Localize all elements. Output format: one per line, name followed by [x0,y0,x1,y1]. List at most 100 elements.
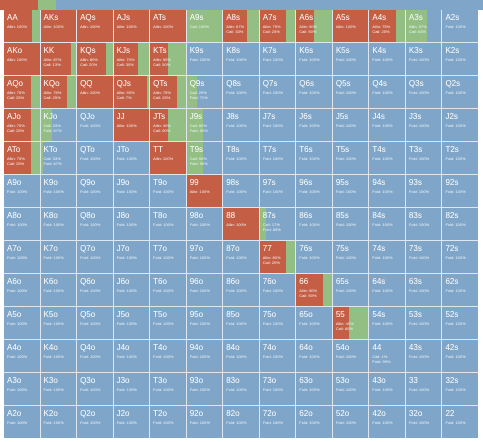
hand-cell-kqs[interactable]: KQs Allin: 80% Call: 20% [77,43,113,75]
hand-cell-j5s[interactable]: J5s Fold: 100% [332,109,369,141]
hand-cell-jts[interactable]: JTs Allin: 40% Call: 60% [150,109,186,141]
hand-cell-98s[interactable]: 98s Fold: 100% [223,175,259,207]
hand-cell-73o[interactable]: 73o Fold: 100% [259,373,296,405]
hand-cell-53s[interactable]: 53s Fold: 100% [405,307,442,339]
hand-cell-74s[interactable]: 74s Fold: 100% [369,241,405,273]
hand-cell-q5o[interactable]: Q5o Fold: 100% [77,307,113,339]
hand-cell-a3o[interactable]: A3o Fold: 100% [4,373,40,405]
hand-cell-83s[interactable]: 83s Fold: 100% [405,208,442,240]
hand-cell-qts[interactable]: QTs Allin: 75% Call: 25% [150,76,186,108]
hand-cell-k4s[interactable]: K4s Fold: 100% [369,43,405,75]
hand-cell-52o[interactable]: 52o Fold: 100% [332,406,369,438]
hand-cell-94o[interactable]: 94o Fold: 100% [186,340,223,372]
hand-cell-87s[interactable]: 87s Call: 17% Fold: 83% [259,208,296,240]
hand-cell-kts[interactable]: KTs Allin: 50% Call: 50% [150,43,186,75]
hand-cell-a4o[interactable]: A4o Fold: 100% [4,340,40,372]
hand-cell-q6s[interactable]: Q6s Fold: 100% [296,76,332,108]
hand-cell-ats[interactable]: ATs Allin: 100% [150,10,186,42]
hand-cell-a5o[interactable]: A5o Fold: 100% [4,307,40,339]
hand-cell-qjo[interactable]: QJo Fold: 100% [77,109,113,141]
hand-cell-32s[interactable]: 32s Fold: 100% [442,373,478,405]
hand-cell-q7o[interactable]: Q7o Fold: 100% [77,241,113,273]
hand-cell-86o[interactable]: 86o Fold: 100% [223,274,259,306]
hand-cell-qq[interactable]: QQ Allin: 100% [77,76,113,108]
hand-cell-aqs[interactable]: AQs Allin: 100% [77,10,113,42]
hand-cell-jto[interactable]: JTo Fold: 100% [113,142,150,174]
hand-cell-96o[interactable]: 96o Fold: 100% [186,274,223,306]
hand-cell-a4s[interactable]: A4s Allin: 75% Call: 25% [369,10,405,42]
hand-cell-q7s[interactable]: Q7s Fold: 100% [259,76,296,108]
hand-cell-a9s[interactable]: A9s Call: 100% [186,10,223,42]
hand-cell-92o[interactable]: 92o Fold: 100% [186,406,223,438]
hand-cell-q9s[interactable]: Q9s Call: 29% Fold: 71% [186,76,223,108]
hand-cell-qjs[interactable]: QJs Allin: 93% Call: 7% [113,76,150,108]
hand-cell-k9o[interactable]: K9o Fold: 100% [40,175,77,207]
hand-cell-q3o[interactable]: Q3o Fold: 100% [77,373,113,405]
hand-cell-65s[interactable]: 65s Fold: 100% [332,274,369,306]
hand-cell-k5o[interactable]: K5o Fold: 100% [40,307,77,339]
hand-cell-a8s[interactable]: A8s Allin: 67% Call: 33% [223,10,259,42]
hand-cell-77[interactable]: 77 Allin: 80% Call: 20% [259,241,296,273]
hand-cell-95o[interactable]: 95o Fold: 100% [186,307,223,339]
hand-cell-76o[interactable]: 76o Fold: 100% [259,274,296,306]
hand-cell-j4s[interactable]: J4s Fold: 100% [369,109,405,141]
hand-cell-t2o[interactable]: T2o Fold: 100% [150,406,186,438]
hand-cell-q2s[interactable]: Q2s Fold: 100% [442,76,478,108]
hand-cell-a8o[interactable]: A8o Fold: 100% [4,208,40,240]
hand-cell-jj[interactable]: JJ Allin: 100% [113,109,150,141]
hand-cell-t6o[interactable]: T6o Fold: 100% [150,274,186,306]
hand-cell-j8s[interactable]: J8s Fold: 100% [223,109,259,141]
hand-cell-k8s[interactable]: K8s Fold: 100% [223,43,259,75]
hand-cell-72s[interactable]: 72s Fold: 100% [442,241,478,273]
hand-cell-q8s[interactable]: Q8s Fold: 100% [223,76,259,108]
hand-cell-93o[interactable]: 93o Fold: 100% [186,373,223,405]
hand-cell-a2s[interactable]: A2s Fold: 100% [442,10,478,42]
hand-cell-j6s[interactable]: J6s Fold: 100% [296,109,332,141]
hand-cell-64o[interactable]: 64o Fold: 100% [296,340,332,372]
hand-cell-k9s[interactable]: K9s Fold: 100% [186,43,223,75]
hand-cell-t5o[interactable]: T5o Fold: 100% [150,307,186,339]
hand-cell-93s[interactable]: 93s Fold: 100% [405,175,442,207]
hand-cell-j3s[interactable]: J3s Fold: 100% [405,109,442,141]
hand-cell-95s[interactable]: 95s Fold: 100% [332,175,369,207]
hand-cell-j6o[interactable]: J6o Fold: 100% [113,274,150,306]
hand-cell-98o[interactable]: 98o Fold: 100% [186,208,223,240]
hand-cell-54s[interactable]: 54s Fold: 100% [369,307,405,339]
hand-cell-a5s[interactable]: A5s Allin: 100% [332,10,369,42]
hand-cell-j7o[interactable]: J7o Fold: 100% [113,241,150,273]
hand-cell-aqo[interactable]: AQo Allin: 75% Call: 25% [4,76,40,108]
hand-cell-43s[interactable]: 43s Fold: 100% [405,340,442,372]
hand-cell-ajo[interactable]: AJo Allin: 75% Call: 25% [4,109,40,141]
hand-cell-44[interactable]: 44 Call: 1% Fold: 99% [369,340,405,372]
hand-cell-t9s[interactable]: T9s Call: 50% Fold: 50% [186,142,223,174]
hand-cell-q4s[interactable]: Q4s Fold: 100% [369,76,405,108]
hand-cell-q8o[interactable]: Q8o Fold: 100% [77,208,113,240]
hand-cell-j2o[interactable]: J2o Fold: 100% [113,406,150,438]
hand-cell-t2s[interactable]: T2s Fold: 100% [442,142,478,174]
hand-cell-75s[interactable]: 75s Fold: 100% [332,241,369,273]
hand-cell-j9s[interactable]: J9s Call: 50% Fold: 50% [186,109,223,141]
hand-cell-kjs[interactable]: KJs Allin: 70% Call: 30% [113,43,150,75]
hand-cell-84s[interactable]: 84s Fold: 100% [369,208,405,240]
hand-cell-tt[interactable]: TT Allin: 100% [150,142,186,174]
hand-cell-82o[interactable]: 82o Fold: 100% [223,406,259,438]
hand-cell-t5s[interactable]: T5s Fold: 100% [332,142,369,174]
hand-cell-74o[interactable]: 74o Fold: 100% [259,340,296,372]
hand-cell-k4o[interactable]: K4o Fold: 100% [40,340,77,372]
hand-cell-ako[interactable]: AKo Allin: 100% [4,43,40,75]
hand-cell-k7s[interactable]: K7s Fold: 100% [259,43,296,75]
hand-cell-t7s[interactable]: T7s Fold: 100% [259,142,296,174]
hand-cell-t6s[interactable]: T6s Fold: 100% [296,142,332,174]
hand-cell-85s[interactable]: 85s Fold: 100% [332,208,369,240]
hand-cell-22[interactable]: 22 Fold: 100% [442,406,478,438]
hand-cell-j5o[interactable]: J5o Fold: 100% [113,307,150,339]
hand-cell-k3o[interactable]: K3o Fold: 100% [40,373,77,405]
hand-cell-a6s[interactable]: A6s Allin: 50% Call: 50% [296,10,332,42]
hand-cell-ato[interactable]: ATo Allin: 75% Call: 25% [4,142,40,174]
hand-cell-aks[interactable]: AKs Allin: 100% [40,10,77,42]
hand-cell-63s[interactable]: 63s Fold: 100% [405,274,442,306]
hand-cell-q3s[interactable]: Q3s Fold: 100% [405,76,442,108]
hand-cell-j9o[interactable]: J9o Fold: 100% [113,175,150,207]
hand-cell-75o[interactable]: 75o Fold: 100% [259,307,296,339]
hand-cell-83o[interactable]: 83o Fold: 100% [223,373,259,405]
